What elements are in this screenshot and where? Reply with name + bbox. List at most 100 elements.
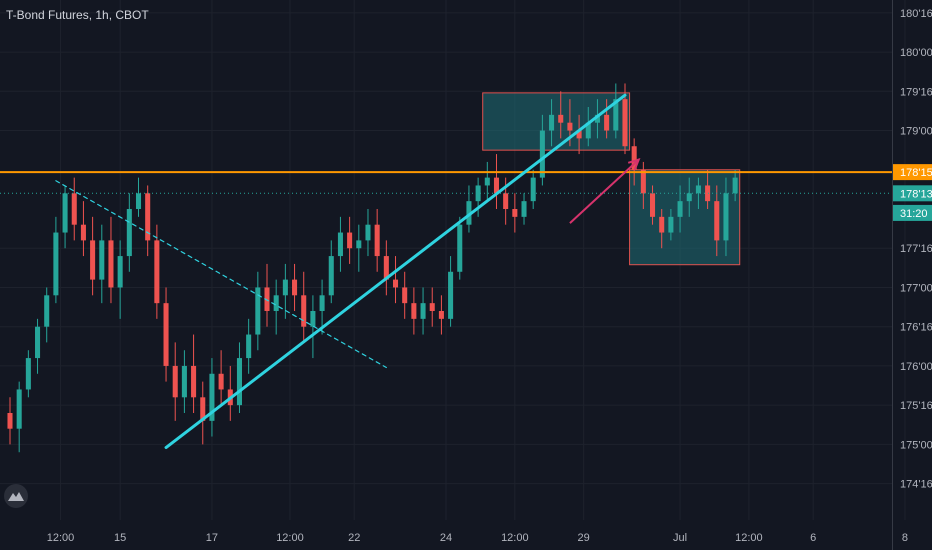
candle-body <box>310 311 316 327</box>
y-tick-label: 177'00 <box>900 282 932 294</box>
x-tick-label: 8 <box>902 532 908 544</box>
price-tag-bg <box>893 204 932 221</box>
candle-body <box>585 122 591 139</box>
dashed-trend-line <box>55 180 387 369</box>
candle-body <box>163 303 169 366</box>
candle-body <box>108 240 114 288</box>
lines-layer <box>0 93 892 450</box>
y-tick-label: 176'16 <box>900 322 932 334</box>
x-tick-label: 12:00 <box>47 532 75 544</box>
candle-body <box>392 279 399 288</box>
candle-body <box>7 413 13 429</box>
candle-body <box>512 209 518 217</box>
y-tick-label: 179'00 <box>900 126 932 138</box>
x-tick-label: 6 <box>810 532 816 544</box>
candle-body <box>71 193 77 225</box>
candles-layer <box>7 83 738 453</box>
candle-body <box>16 389 22 429</box>
candle-body <box>99 240 105 280</box>
candle-body <box>714 201 720 241</box>
drawing-layer <box>482 92 741 266</box>
y-tick-label: 179'16 <box>900 86 932 98</box>
candle-body <box>650 193 656 217</box>
candle-body <box>154 240 160 304</box>
candle-body <box>374 224 380 257</box>
y-tick-label: 180'16 <box>900 8 932 20</box>
x-tick-label: 15 <box>114 532 126 544</box>
candle-body <box>493 177 500 194</box>
candle-body <box>117 256 123 288</box>
candle-body <box>659 216 665 233</box>
price-tag-bg <box>893 185 932 202</box>
y-tick-label: 180'00 <box>900 47 932 59</box>
x-tick-label: 22 <box>348 532 360 544</box>
price-tag-bg <box>893 164 932 181</box>
candle-body <box>292 279 298 296</box>
candle-body <box>448 271 454 319</box>
candle-body <box>172 365 178 398</box>
time-axis[interactable]: 12:00 15 17 12:00 22 24 12:00 29 Jul 12:00 6 8 <box>47 532 908 544</box>
candle-body <box>457 224 463 272</box>
candle-body <box>319 295 325 311</box>
x-tick-label: 17 <box>206 532 218 544</box>
candle-body <box>282 279 288 296</box>
price-tag-label: 178'15 <box>900 167 932 179</box>
candle-body <box>264 287 270 311</box>
candle-body <box>337 232 343 257</box>
candle-body <box>200 397 206 421</box>
candle-body <box>539 130 545 178</box>
candle-body <box>604 114 610 131</box>
candle-body <box>246 334 252 359</box>
candle-body <box>35 326 41 359</box>
y-tick-label: 176'00 <box>900 361 932 373</box>
arrow-head <box>627 158 641 171</box>
price-axis[interactable]: 174'16 175'00 175'16 176'00 176'16 177'00 177'… <box>893 8 932 491</box>
y-tick-label: 174'16 <box>900 479 932 491</box>
candle-body <box>62 193 68 233</box>
candle-body <box>558 114 564 123</box>
candle-body <box>686 193 692 202</box>
candle-body <box>429 303 435 311</box>
x-tick-label: Jul <box>673 532 687 544</box>
candle-body <box>677 201 683 217</box>
candle-body <box>549 114 555 131</box>
candle-body <box>631 146 637 170</box>
candle-body <box>255 287 261 335</box>
candle-body <box>484 177 490 186</box>
candle-body <box>145 193 151 241</box>
price-tag-label: 31:20 <box>900 208 928 220</box>
logo-icon[interactable] <box>4 484 28 508</box>
candle-body <box>181 365 187 398</box>
candle-body <box>594 114 600 123</box>
candle-body <box>613 99 619 131</box>
candle-body <box>44 295 50 327</box>
candle-body <box>475 185 481 202</box>
candle-body <box>135 193 142 209</box>
candle-body <box>503 193 509 209</box>
y-tick-label: 177'16 <box>900 243 932 255</box>
candle-body <box>126 209 132 257</box>
y-tick-label: 175'16 <box>900 400 932 412</box>
chart-title: T-Bond Futures, 1h, CBOT <box>6 8 149 22</box>
candle-body <box>530 177 536 202</box>
candle-body <box>365 224 371 241</box>
candle-body <box>567 122 573 131</box>
x-tick-label: 24 <box>440 532 452 544</box>
trend-line <box>164 93 627 450</box>
candle-body <box>25 358 31 390</box>
candle-body <box>328 256 334 296</box>
candle-body <box>576 130 582 139</box>
price-tag-label: 178'13 <box>900 188 932 200</box>
candle-body <box>640 169 646 194</box>
y-tick-label: 175'00 <box>900 439 932 451</box>
x-tick-label: 12:00 <box>735 532 763 544</box>
candle-body <box>218 373 224 390</box>
candle-body <box>438 311 444 319</box>
candle-body <box>356 240 362 249</box>
candle-body <box>80 224 86 241</box>
candle-body <box>273 295 279 311</box>
candle-body <box>723 193 729 241</box>
candle-body <box>347 232 353 249</box>
